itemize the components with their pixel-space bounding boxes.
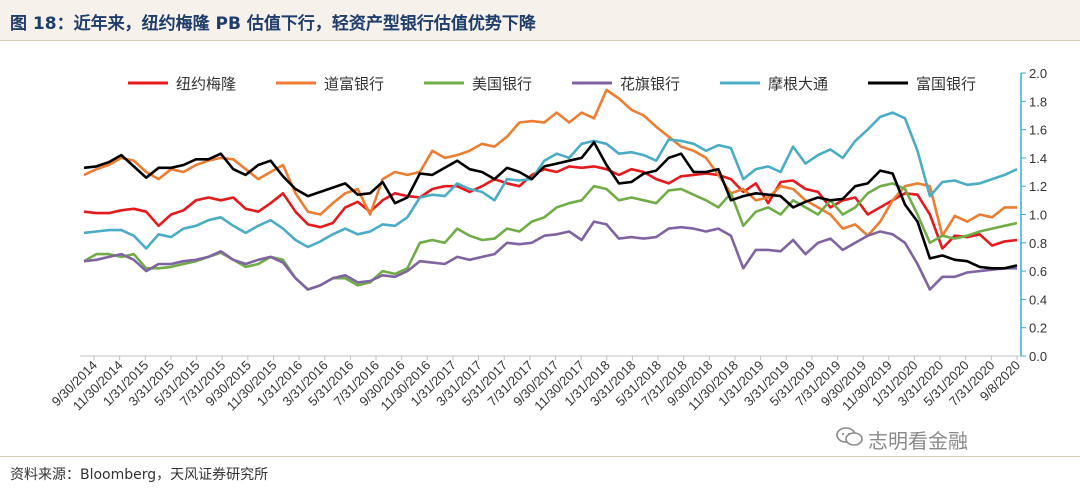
series-line-3	[83, 220, 1017, 291]
y-tick-label: 2.0	[1029, 66, 1047, 81]
y-tick-label: 0.8	[1029, 236, 1047, 251]
series-line-4	[83, 111, 1018, 250]
y-tick-label: 1.0	[1029, 208, 1047, 223]
legend-label-0: 纽约梅隆	[176, 75, 236, 93]
title-bar: 图 18：近年来，纽约梅隆 PB 估值下行，轻资产型银行估值优势下降	[0, 0, 1080, 41]
series-line-1	[83, 88, 1017, 237]
legend-label-2: 美国银行	[472, 75, 532, 93]
y-tick-label: 1.2	[1029, 179, 1047, 194]
y-tick-label: 0.0	[1029, 349, 1047, 364]
axes: 0.00.20.40.60.81.01.21.41.61.82.09/30/20…	[49, 66, 1047, 413]
legend-label-3: 花旗银行	[620, 75, 680, 93]
series-line-2	[83, 182, 1018, 291]
source-bar: 资料来源：Bloomberg，天风证券研究所	[0, 456, 1080, 489]
legend: 纽约梅隆 道富银行 美国银行 花旗银行 摩根大通 富国银行	[128, 75, 976, 93]
wechat-icon	[836, 427, 863, 446]
figure-title: 图 18：近年来，纽约梅隆 PB 估值下行，轻资产型银行估值优势下降	[10, 14, 536, 34]
series-layer	[83, 88, 1018, 291]
series-line-5	[83, 141, 1018, 270]
y-tick-label: 0.2	[1029, 321, 1047, 336]
watermark-text: 志明看金融	[868, 429, 968, 453]
legend-label-4: 摩根大通	[768, 75, 828, 93]
series-line-0	[83, 165, 1018, 250]
y-tick-label: 0.4	[1029, 292, 1047, 307]
source-note: 资料来源：Bloomberg，天风证券研究所	[10, 467, 269, 483]
y-tick-label: 1.6	[1029, 123, 1047, 138]
legend-label-5: 富国银行	[916, 75, 976, 93]
y-tick-label: 1.8	[1029, 94, 1047, 109]
y-tick-label: 1.4	[1029, 151, 1047, 166]
legend-label-1: 道富银行	[324, 75, 384, 93]
line-chart: 0.00.20.40.60.81.01.21.41.61.82.09/30/20…	[49, 66, 1047, 413]
y-tick-label: 0.6	[1029, 264, 1047, 279]
